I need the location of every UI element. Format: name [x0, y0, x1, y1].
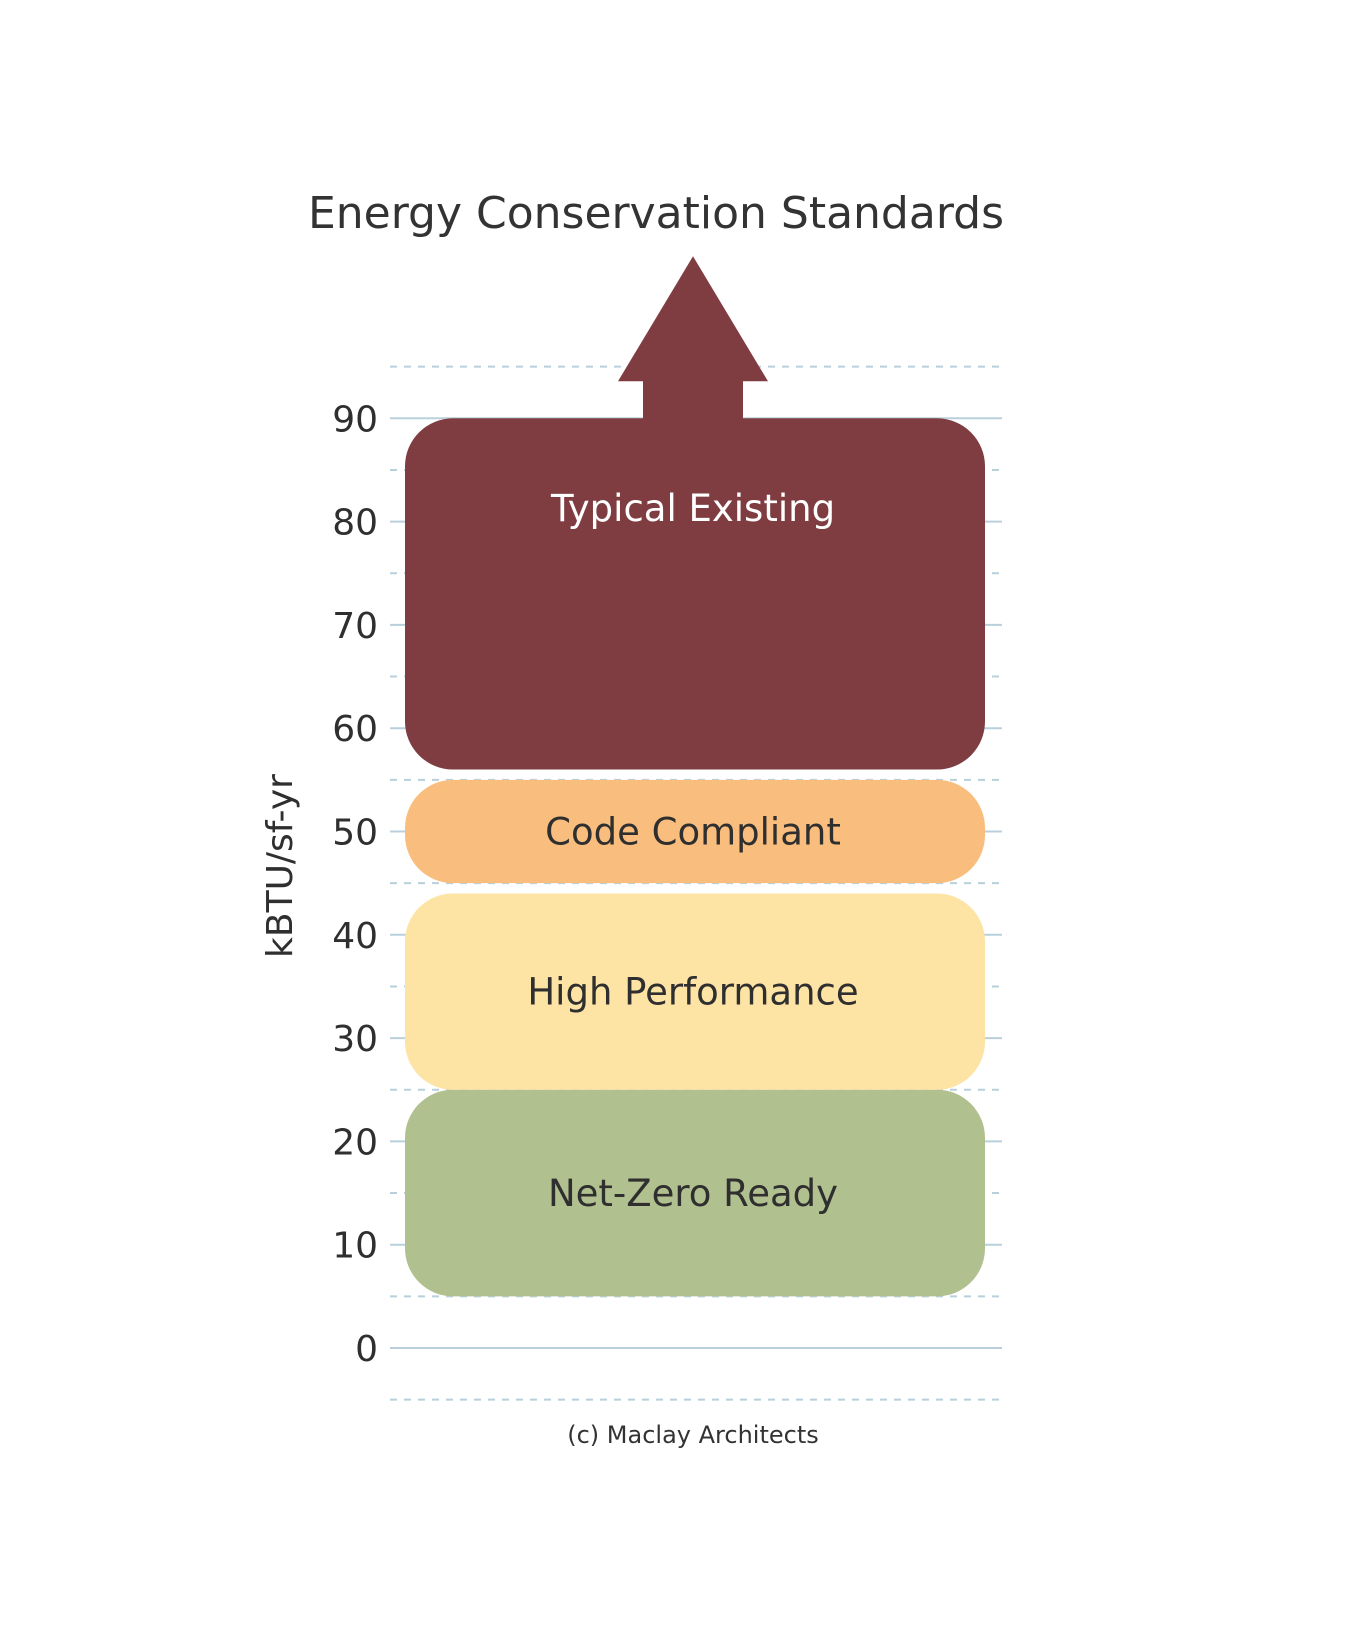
open-ended-arrow	[618, 256, 768, 431]
tick-layer: 0 10 20 30 40 50 60 70 80 90	[332, 399, 378, 1370]
label-layer: Net-Zero Ready High Performance Code Compl…	[527, 487, 858, 1215]
chart-title: Energy Conservation Standards	[308, 188, 1004, 239]
y-tick-label: 40	[332, 916, 378, 957]
y-tick-label: 30	[332, 1019, 378, 1060]
y-tick-label: 10	[332, 1226, 378, 1267]
band-typical-existing	[405, 418, 985, 770]
y-tick-label: 70	[332, 606, 378, 647]
y-tick-label: 80	[332, 503, 378, 544]
band-high-performance	[405, 893, 985, 1090]
band-net-zero-ready	[405, 1089, 985, 1297]
y-tick-label: 60	[332, 709, 378, 750]
y-tick-label: 90	[332, 399, 378, 440]
y-tick-label: 0	[355, 1329, 378, 1370]
band-layer	[405, 256, 985, 1297]
band-label: Typical Existing	[550, 487, 835, 530]
band-label: Net-Zero Ready	[548, 1172, 838, 1215]
y-axis-label: kBTU/sf-yr	[260, 774, 301, 958]
band-code-compliant	[405, 779, 985, 884]
band-label: Code Compliant	[545, 811, 841, 854]
credit-text: (c) Maclay Architects	[567, 1421, 818, 1449]
y-tick-label: 20	[332, 1122, 378, 1163]
band-label: High Performance	[527, 971, 858, 1014]
y-tick-label: 50	[332, 813, 378, 854]
